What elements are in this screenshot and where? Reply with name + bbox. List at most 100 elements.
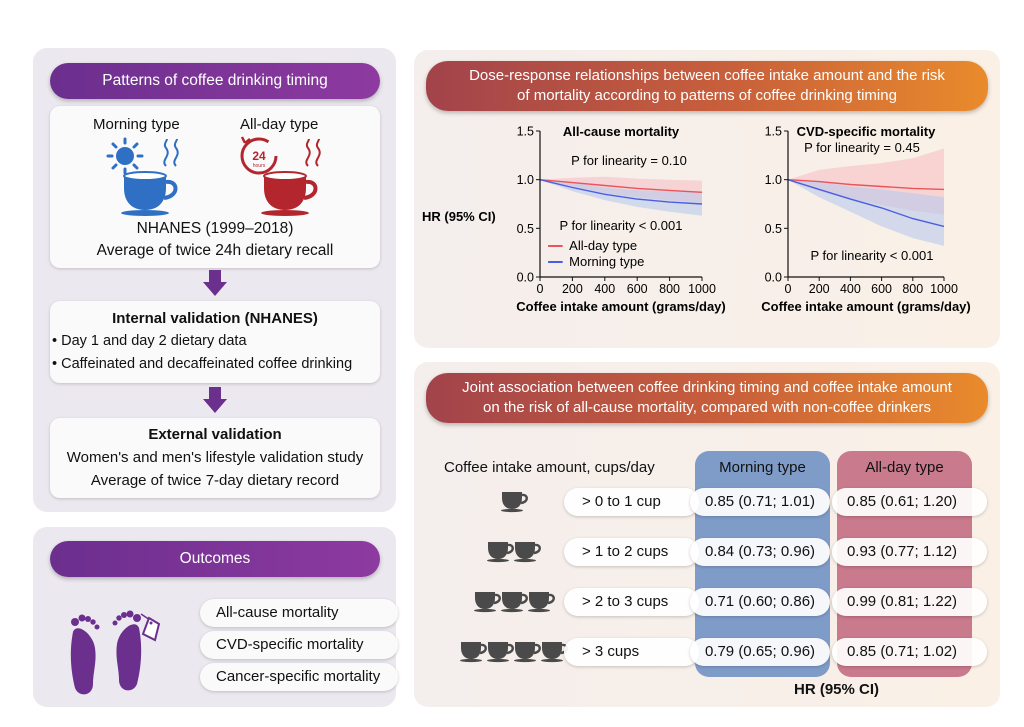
24-hour-clock-icon: 24 hours — [240, 136, 278, 175]
external-validation-line: Average of twice 7-day dietary record — [90, 472, 340, 489]
x-tick-label: 400 — [594, 282, 615, 296]
allday-hr-pill — [832, 588, 987, 616]
coffee-cups-icon — [460, 642, 568, 663]
outcomes-header: Outcomes — [50, 541, 380, 577]
legend-label: Morning type — [569, 254, 644, 269]
series-line — [787, 179, 945, 228]
x-tick-label: 800 — [659, 282, 680, 296]
allday-column-header: All-day type — [865, 459, 944, 476]
morning-hr-value: 0.84 (0.73; 0.96) — [704, 543, 816, 560]
morning-hr-pill — [690, 538, 830, 566]
coffee-cups-icon — [473, 592, 555, 613]
internal-bullet: • Day 1 and day 2 dietary data — [52, 333, 247, 349]
external-validation-line: Women's and men's lifestyle validation s… — [66, 449, 364, 466]
external-validation-card: External validation Women's and men's li… — [50, 418, 380, 498]
x-tick-label: 1000 — [930, 282, 958, 296]
p-linearity-annotation: P for linearity = 0.10 — [571, 153, 687, 168]
x-tick-label: 200 — [809, 282, 830, 296]
allday-hr-pill — [832, 488, 987, 516]
clock-text: 24 — [252, 149, 266, 163]
intake-category-pill — [564, 488, 699, 516]
x-axis-label: Coffee intake amount (grams/day) — [516, 299, 726, 314]
y-tick-label: 1.5 — [765, 125, 782, 139]
dose-response-panel: Dose-response relationships between coff… — [414, 50, 1000, 348]
p-linearity-annotation: P for linearity < 0.001 — [560, 218, 683, 233]
legend-label: All-day type — [569, 238, 637, 253]
timing-patterns-panel: Patterns of coffee drinking timing Morni… — [33, 48, 396, 512]
morning-hr-value: 0.85 (0.71; 1.01) — [704, 493, 816, 510]
x-tick-label: 1000 — [688, 282, 716, 296]
outcomes-panel: Outcomes All-cause mortality CVD-specifi… — [33, 527, 398, 707]
morning-column-header: Morning type — [719, 459, 806, 476]
p-linearity-annotation: P for linearity = 0.45 — [804, 140, 920, 155]
chart-title: All-cause mortality — [563, 124, 680, 139]
outcome-item: CVD-specific mortality — [200, 631, 398, 659]
allday-hr-value: 0.85 (0.61; 1.20) — [846, 493, 958, 510]
allday-hr-pill — [832, 538, 987, 566]
external-validation-title: External validation — [148, 426, 282, 443]
allday-hr-value: 0.99 (0.81; 1.22) — [846, 593, 958, 610]
y-tick-label: 1.0 — [765, 173, 782, 187]
internal-validation-card: Internal validation (NHANES) • Day 1 and… — [50, 301, 380, 383]
morning-hr-value: 0.71 (0.60; 0.86) — [704, 593, 816, 610]
confidence-band — [788, 179, 944, 246]
joint-association-header-line: Joint association between coffee drinkin… — [462, 379, 952, 396]
clock-subtext: hours — [253, 163, 266, 169]
down-arrow-icon — [203, 270, 227, 296]
allday-hr-pill — [832, 638, 987, 666]
dose-response-header-line: of mortality according to patterns of co… — [517, 87, 897, 104]
footprints-icon — [70, 610, 161, 695]
intake-category-label: > 3 cups — [582, 643, 640, 660]
morning-hr-pill — [690, 488, 830, 516]
y-tick-label: 0.5 — [765, 222, 782, 236]
intake-category-label: > 1 to 2 cups — [582, 543, 669, 560]
internal-bullet-text: Day 1 and day 2 dietary data — [61, 333, 247, 349]
x-tick-label: 0 — [537, 282, 544, 296]
internal-bullet-text: Caffeinated and decaffeinated coffee dri… — [61, 356, 353, 372]
steam-icon — [163, 138, 179, 167]
x-tick-label: 0 — [785, 282, 792, 296]
morning-hr-value: 0.79 (0.65; 0.96) — [704, 643, 816, 660]
x-tick-label: 800 — [902, 282, 923, 296]
y-tick-label: 1.0 — [517, 173, 534, 187]
y-tick-label: 0.0 — [765, 271, 782, 285]
morning-hr-pill — [690, 638, 830, 666]
joint-association-header-line: on the risk of all-cause mortality, comp… — [483, 399, 931, 416]
p-linearity-annotation: P for linearity < 0.001 — [811, 248, 934, 263]
outcome-item: All-cause mortality — [200, 599, 398, 627]
timing-types-card: Morning type All-day type 24 — [50, 106, 380, 268]
intake-category-pill — [564, 588, 699, 616]
dose-response-header: Dose-response relationships between coff… — [426, 61, 988, 111]
x-axis-label: Coffee intake amount (grams/day) — [761, 299, 971, 314]
hr-footer: HR (95% CI) — [794, 681, 880, 698]
intake-category-pill — [564, 538, 699, 566]
dose-response-charts: HR (95% CI) All-cause mortality 0.0 0.5 1.0… — [422, 124, 971, 314]
allday-hr-value: 0.85 (0.71; 1.02) — [846, 643, 958, 660]
x-tick-label: 600 — [627, 282, 648, 296]
morning-type-label: Morning type — [93, 116, 180, 133]
red-coffee-cup-icon — [261, 171, 318, 216]
intake-category-label: > 2 to 3 cups — [582, 593, 669, 610]
series-line — [787, 179, 945, 191]
x-tick-label: 400 — [840, 282, 861, 296]
allday-hr-value: 0.93 (0.77; 1.12) — [846, 543, 958, 560]
timing-patterns-header-text: Patterns of coffee drinking timing — [102, 72, 328, 89]
morning-hr-pill — [690, 588, 830, 616]
coffee-cups-icon — [500, 492, 528, 513]
allday-type-label: All-day type — [240, 116, 319, 133]
joint-association-panel: Joint association between coffee drinkin… — [414, 362, 1000, 707]
intake-column-header: Coffee intake amount, cups/day — [444, 459, 655, 476]
series-line — [539, 179, 703, 205]
timing-patterns-header: Patterns of coffee drinking timing — [50, 63, 380, 99]
x-tick-label: 200 — [562, 282, 583, 296]
y-tick-label: 0.5 — [517, 222, 534, 236]
internal-validation-title: Internal validation (NHANES) — [112, 310, 318, 327]
intake-category-label: > 0 to 1 cup — [582, 493, 661, 510]
steam-icon — [305, 138, 321, 167]
series-line — [539, 179, 703, 193]
y-axis-label: HR (95% CI) — [422, 209, 496, 224]
nhanes-source-line: NHANES (1999–2018) — [136, 220, 294, 237]
internal-bullet: • Caffeinated and decaffeinated coffee d… — [52, 356, 353, 372]
dose-response-header-line: Dose-response relationships between coff… — [469, 67, 945, 84]
sun-icon — [106, 137, 144, 175]
